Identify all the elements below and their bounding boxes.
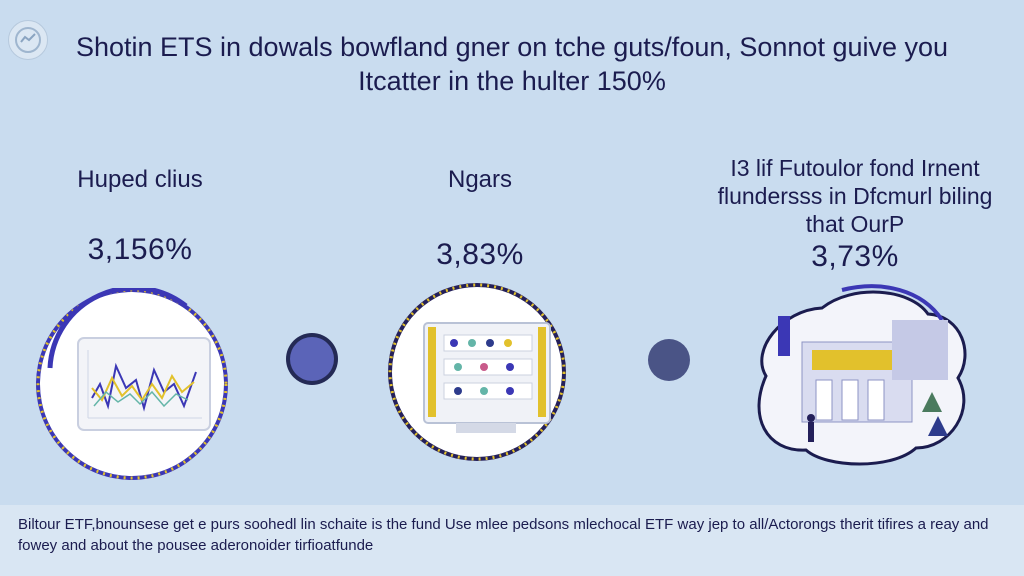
footer-text: Biltour ETF,bnounsese get e purs soohedl…	[18, 516, 989, 554]
page-headline: Shotin ETS in dowals bowfland gner on tc…	[75, 32, 949, 96]
column-3-value: 3,73%	[811, 240, 899, 273]
line-chart-monitor-icon	[77, 337, 211, 431]
dashboard-screen-icon	[423, 322, 551, 433]
column-1-illustration-circle	[36, 285, 228, 480]
column-1-value: 3,156%	[87, 233, 193, 266]
column-2-illustration-circle	[388, 283, 566, 461]
column-3-label: I3 lif Futoulor fond Irnent flundersss i…	[717, 155, 993, 237]
column-2-value: 3,83%	[436, 238, 524, 271]
footer-bar	[0, 505, 1024, 576]
connector-1-icon	[290, 337, 334, 381]
column-1-label: Huped clius	[77, 166, 203, 193]
column-2-label: Ngars	[447, 166, 513, 193]
connector-2-icon	[648, 339, 690, 381]
brand-logo	[8, 20, 48, 60]
bank-building-icon	[778, 316, 948, 442]
column-3-illustration-cloud	[742, 280, 976, 470]
